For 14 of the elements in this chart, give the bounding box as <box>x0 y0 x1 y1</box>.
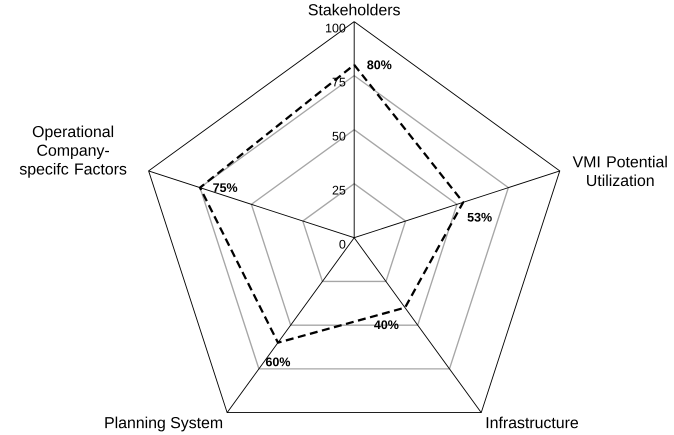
y-tick-label: 25 <box>332 186 346 195</box>
data-label: 40% <box>374 320 399 330</box>
data-label: 60% <box>266 357 290 366</box>
y-tick-label: 100 <box>326 24 346 32</box>
spoke-label: Stakeholders <box>308 4 400 16</box>
data-label: 80% <box>367 60 392 70</box>
spoke-label: Planning System <box>105 416 222 432</box>
y-tick-label: 50 <box>332 132 346 140</box>
spoke-label: Operational Company-specifc Factors <box>20 125 126 178</box>
y-tick-label: 0 <box>339 240 346 249</box>
spoke-label: Infrastructure <box>486 416 578 428</box>
data-label: 75% <box>213 183 238 192</box>
spoke-label: VMI Potential Utilization <box>572 156 667 186</box>
data-label: 53% <box>468 212 492 222</box>
